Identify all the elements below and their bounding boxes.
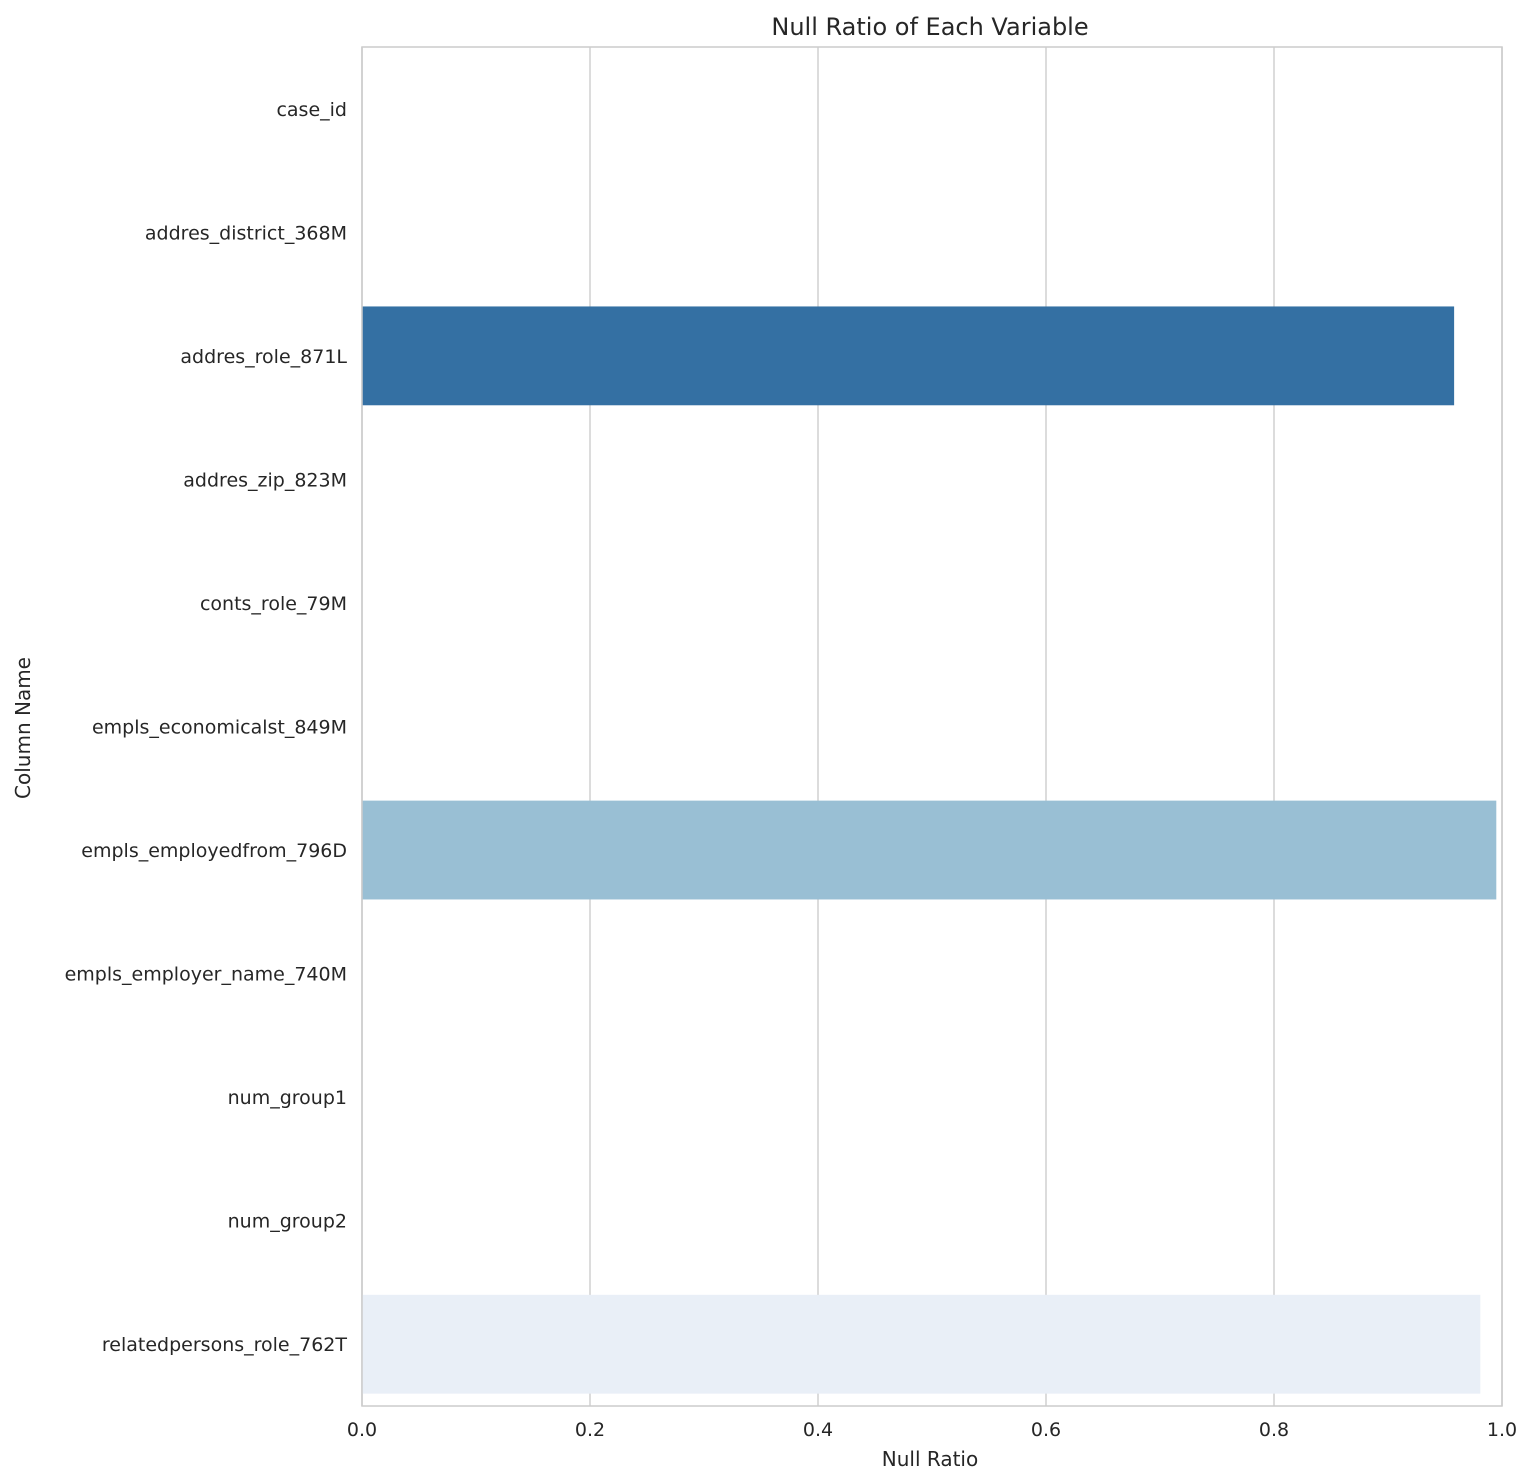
- plot-frame: [361, 46, 1503, 1407]
- y-tick-label: conts_role_79M: [200, 593, 347, 615]
- bar-empls_employedfrom_796D: [362, 800, 1497, 900]
- y-axis-label: Column Name: [11, 657, 35, 799]
- x-tick-label: 1.0: [1487, 1419, 1517, 1441]
- bar-addres_role_871L: [362, 306, 1455, 406]
- y-tick-label: num_group2: [228, 1211, 347, 1233]
- bars: [362, 306, 1497, 1394]
- y-tick-labels: case_id addres_district_368M addres_role_8…: [65, 99, 348, 1356]
- y-tick-label: empls_economicalst_849M: [92, 717, 347, 739]
- y-tick-label: addres_role_871L: [180, 346, 347, 368]
- bar-relatedpersons_role_762T: [362, 1294, 1481, 1394]
- x-tick-labels: 0.0 0.2 0.4 0.6 0.8 1.0: [347, 1419, 1517, 1441]
- y-tick-label: addres_zip_823M: [183, 469, 347, 491]
- x-tick-label: 0.6: [1031, 1419, 1061, 1441]
- y-tick-label: num_group1: [228, 1087, 347, 1109]
- y-tick-label: relatedpersons_role_762T: [102, 1334, 347, 1356]
- chart-title: Null Ratio of Each Variable: [771, 13, 1088, 41]
- x-tick-label: 0.4: [803, 1419, 833, 1441]
- y-tick-label: empls_employedfrom_796D: [81, 840, 347, 862]
- gridlines: [361, 47, 1503, 1406]
- x-tick-label: 0.0: [347, 1419, 377, 1441]
- x-tick-label: 0.2: [575, 1419, 605, 1441]
- x-tick-label: 0.8: [1259, 1419, 1289, 1441]
- y-tick-label: addres_district_368M: [145, 222, 347, 244]
- y-tick-label: empls_employer_name_740M: [65, 964, 347, 986]
- y-tick-label: case_id: [276, 99, 347, 121]
- x-axis-label: Null Ratio: [882, 1447, 978, 1471]
